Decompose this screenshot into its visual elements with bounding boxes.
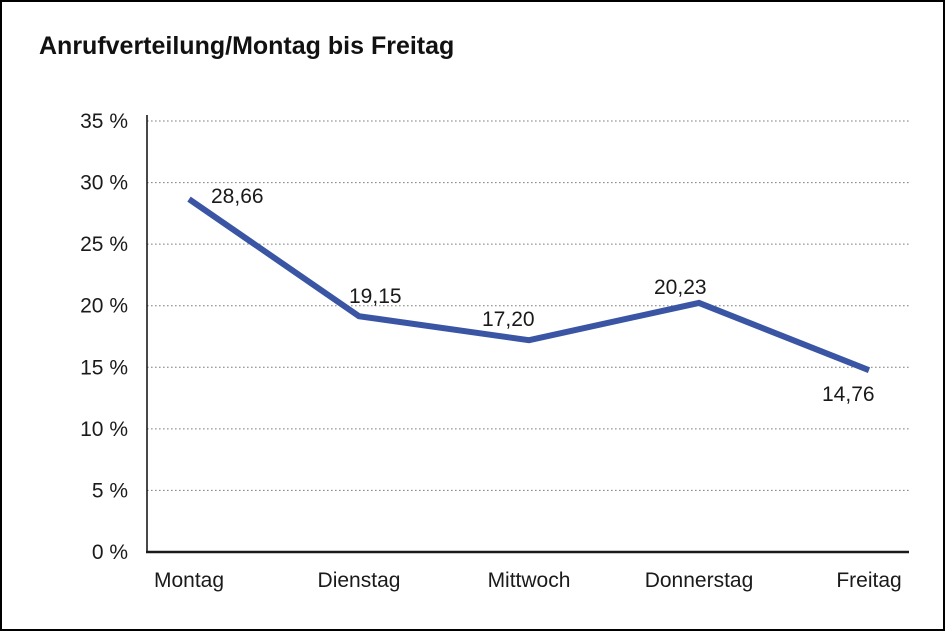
y-tick-label: 20 % [80,295,128,318]
x-axis-label: Dienstag [318,569,401,592]
data-line [187,196,871,373]
data-point-labels: 28,66 19,15 17,20 20,23 14,76 [211,185,875,406]
y-tick-label: 15 % [80,356,128,379]
y-tick-label: 0 % [92,541,128,564]
data-point-label: 20,23 [654,276,707,299]
x-axis-label: Mittwoch [488,569,571,592]
y-tick-label: 30 % [80,172,128,195]
data-point-label: 28,66 [211,185,264,208]
chart-title: Anrufverteilung/Montag bis Freitag [39,32,455,60]
data-series [187,196,871,373]
y-tick-label: 35 % [80,110,128,133]
y-tick-label: 10 % [80,418,128,441]
y-axis-labels: 0 % 5 % 10 % 15 % 20 % 25 % 30 % 35 % [80,110,128,564]
data-point-label: 19,15 [349,285,402,308]
x-axis-labels: Montag Dienstag Mittwoch Donnerstag Freitag [154,569,902,592]
x-axis-label: Freitag [836,569,901,592]
y-tick-label: 5 % [92,479,128,502]
data-point-label: 17,20 [482,308,535,331]
y-tick-label: 25 % [80,233,128,256]
x-axis-label: Donnerstag [645,569,754,592]
data-point-label: 14,76 [822,383,875,406]
axes [146,115,909,554]
x-axis-label: Montag [154,569,224,592]
gridlines [147,120,909,491]
